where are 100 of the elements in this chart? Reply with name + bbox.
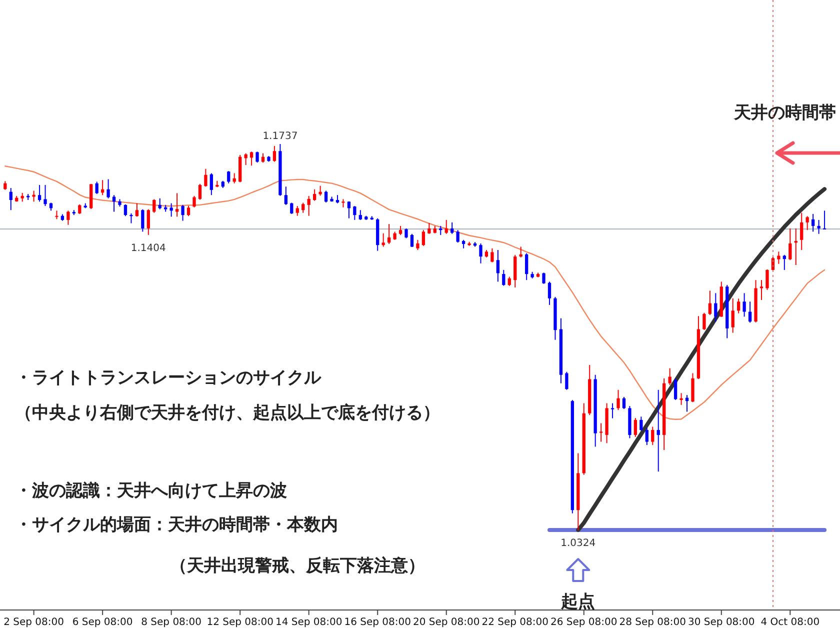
candlestick xyxy=(204,168,208,188)
annotation: 1.0324 xyxy=(560,538,596,549)
candlestick xyxy=(312,188,316,202)
candlestick xyxy=(806,216,809,231)
candlestick xyxy=(656,389,660,472)
candlestick xyxy=(296,206,299,216)
annotation: 1.1737 xyxy=(262,131,298,142)
candlestick xyxy=(227,170,230,184)
candlestick xyxy=(479,242,482,264)
candlestick xyxy=(565,371,568,390)
text: 起点 xyxy=(560,592,596,612)
candlestick xyxy=(38,184,42,202)
candlestick xyxy=(44,184,47,207)
candlestick xyxy=(450,222,454,234)
candlestick xyxy=(691,372,694,403)
text: （天井出現警戒、反転下落注意） xyxy=(170,556,425,576)
candlestick xyxy=(272,145,276,162)
candlestick xyxy=(284,186,288,206)
x-tick-label: 26 Sep 08:00 xyxy=(550,617,618,628)
candlestick xyxy=(342,198,345,208)
candlestick xyxy=(444,219,448,234)
x-tick-label: 12 Sep 08:00 xyxy=(206,617,274,628)
candlestick xyxy=(674,378,678,400)
candlestick xyxy=(318,185,322,196)
candlestick xyxy=(324,190,328,203)
x-tick-label: 8 Sep 08:00 xyxy=(141,617,202,628)
candlestick xyxy=(731,298,734,334)
x-tick-label: 14 Sep 08:00 xyxy=(275,617,342,628)
candlestick xyxy=(622,396,626,410)
candlestick xyxy=(358,210,362,220)
candlestick xyxy=(250,151,254,166)
x-tick-label: 4 Oct 08:00 xyxy=(760,617,820,628)
x-tick-label: 6 Sep 08:00 xyxy=(72,617,133,628)
candlestick xyxy=(640,416,643,432)
candlestick xyxy=(800,212,804,250)
candlestick xyxy=(106,178,110,199)
candlestick xyxy=(307,195,310,216)
candlestick xyxy=(502,269,506,286)
candlestick xyxy=(78,204,82,214)
candlestick xyxy=(302,202,305,214)
candlestick xyxy=(141,208,144,232)
candlestick xyxy=(428,222,431,234)
x-tick-label: 22 Sep 08:00 xyxy=(482,617,548,628)
candlestick xyxy=(404,228,408,239)
candlestick xyxy=(610,402,614,419)
candlestick xyxy=(290,202,294,214)
candlestick xyxy=(124,204,128,217)
annotation: ・波の認識：天井へ向けて上昇の波 xyxy=(15,481,287,501)
candlestick xyxy=(382,232,385,248)
candlestick xyxy=(410,233,414,248)
candlestick xyxy=(708,290,712,316)
candlestick xyxy=(668,368,672,386)
candlestick xyxy=(616,389,620,411)
candlestick xyxy=(514,254,517,288)
candlestick xyxy=(702,312,706,331)
candlestick xyxy=(788,228,792,261)
candlestick xyxy=(198,183,202,200)
candlestick xyxy=(508,276,511,287)
candlestick xyxy=(186,205,190,217)
candlestick xyxy=(634,417,638,438)
candlestick xyxy=(152,198,156,214)
candlestick xyxy=(817,219,820,234)
candlestick xyxy=(146,208,150,236)
candlestick xyxy=(777,251,780,264)
x-tick-label: 20 Sep 08:00 xyxy=(412,617,480,628)
candlestick xyxy=(542,272,546,284)
candlestick xyxy=(714,292,718,322)
candlestick xyxy=(170,202,173,218)
x-tick-label: 30 Sep 08:00 xyxy=(688,617,755,628)
candlestick xyxy=(256,151,259,164)
candlestick xyxy=(742,292,746,318)
candlestick xyxy=(766,268,769,290)
candlestick xyxy=(737,298,740,314)
candlestick xyxy=(490,248,494,263)
candlestick xyxy=(822,210,826,230)
candlestick xyxy=(651,426,654,446)
x-tick-label: 16 Sep 08:00 xyxy=(344,617,411,628)
candlestick xyxy=(347,200,351,219)
candlestick xyxy=(112,194,116,212)
candlestick xyxy=(210,172,214,196)
candlestick xyxy=(496,249,500,282)
candlestick xyxy=(130,212,133,224)
candlestick xyxy=(261,152,265,164)
candlestick xyxy=(416,239,420,250)
x-tick-label: 2 Sep 08:00 xyxy=(4,617,64,628)
candlestick xyxy=(353,206,356,220)
candlestick xyxy=(782,254,786,270)
candlestick xyxy=(66,210,70,226)
candlestick xyxy=(680,392,683,406)
annotation: 1.1404 xyxy=(130,242,166,254)
candlestick xyxy=(387,224,391,244)
annotation: ・サイクル的場面：天井の時間帯・本数内 xyxy=(15,515,338,535)
candlestick xyxy=(398,225,402,236)
x-tick-label: 28 Sep 08:00 xyxy=(619,617,686,628)
candlestick xyxy=(181,204,184,222)
candlestick xyxy=(192,195,196,208)
candlestick xyxy=(811,213,815,232)
candlestick xyxy=(748,301,752,324)
candlestick xyxy=(135,202,139,218)
candlestick xyxy=(645,427,648,446)
